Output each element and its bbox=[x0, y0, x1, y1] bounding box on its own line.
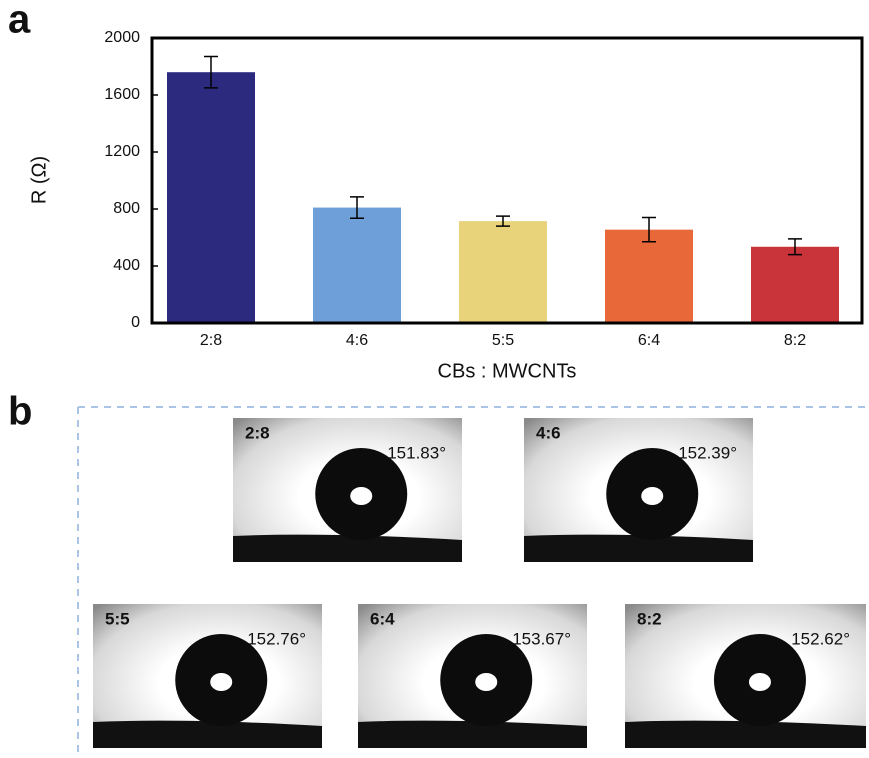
x-tick-label: 4:6 bbox=[346, 332, 368, 349]
bar bbox=[751, 247, 839, 323]
y-tick-label: 800 bbox=[113, 200, 140, 217]
x-tick-label: 5:5 bbox=[492, 332, 514, 349]
image-label: 8:2 bbox=[637, 609, 662, 628]
y-tick-label: 0 bbox=[131, 314, 140, 331]
x-tick-label: 6:4 bbox=[638, 332, 660, 349]
y-tick-label: 1200 bbox=[104, 143, 140, 160]
droplet-highlight bbox=[749, 673, 771, 691]
contact-angle-image: 5:5 152.76° bbox=[93, 604, 322, 748]
droplet-highlight bbox=[475, 673, 497, 691]
bar bbox=[313, 208, 401, 323]
substrate bbox=[524, 535, 753, 562]
contact-angle-image: 8:2 152.62° bbox=[625, 604, 866, 748]
bar bbox=[167, 72, 255, 323]
y-tick-label: 1600 bbox=[104, 86, 140, 103]
contact-angle: 152.62° bbox=[791, 629, 850, 648]
image-label: 2:8 bbox=[245, 423, 270, 442]
droplet-highlight bbox=[350, 487, 372, 505]
contact-angle-image: 6:4 153.67° bbox=[358, 604, 587, 748]
contact-angle: 152.76° bbox=[247, 629, 306, 648]
x-tick-label: 2:8 bbox=[200, 332, 222, 349]
contact-angle: 153.67° bbox=[512, 629, 571, 648]
substrate bbox=[625, 721, 866, 748]
substrate bbox=[93, 721, 322, 748]
image-label: 6:4 bbox=[370, 609, 395, 628]
image-label: 5:5 bbox=[105, 609, 130, 628]
contact-angle-image: 2:8 151.83° bbox=[233, 418, 462, 562]
image-label: 4:6 bbox=[536, 423, 561, 442]
contact-angle: 152.39° bbox=[678, 443, 737, 462]
x-tick-label: 8:2 bbox=[784, 332, 806, 349]
bar bbox=[459, 221, 547, 323]
contact-angle-image: 4:6 152.39° bbox=[524, 418, 753, 562]
droplet-highlight bbox=[641, 487, 663, 505]
panel-label: a bbox=[8, 0, 31, 42]
figure: a b R (Ω) CBs : MWCNTs 0 400 800 1200 1600 20… bbox=[0, 0, 869, 758]
substrate bbox=[233, 535, 462, 562]
x-axis-label: CBs : MWCNTs bbox=[438, 360, 577, 382]
substrate bbox=[358, 721, 587, 748]
contact-angle: 151.83° bbox=[387, 443, 446, 462]
panel-label: b bbox=[8, 390, 32, 434]
y-axis-label: R (Ω) bbox=[28, 156, 50, 204]
y-tick-label: 400 bbox=[113, 257, 140, 274]
bar bbox=[605, 230, 693, 323]
droplet-highlight bbox=[210, 673, 232, 691]
y-tick-label: 2000 bbox=[104, 29, 140, 46]
